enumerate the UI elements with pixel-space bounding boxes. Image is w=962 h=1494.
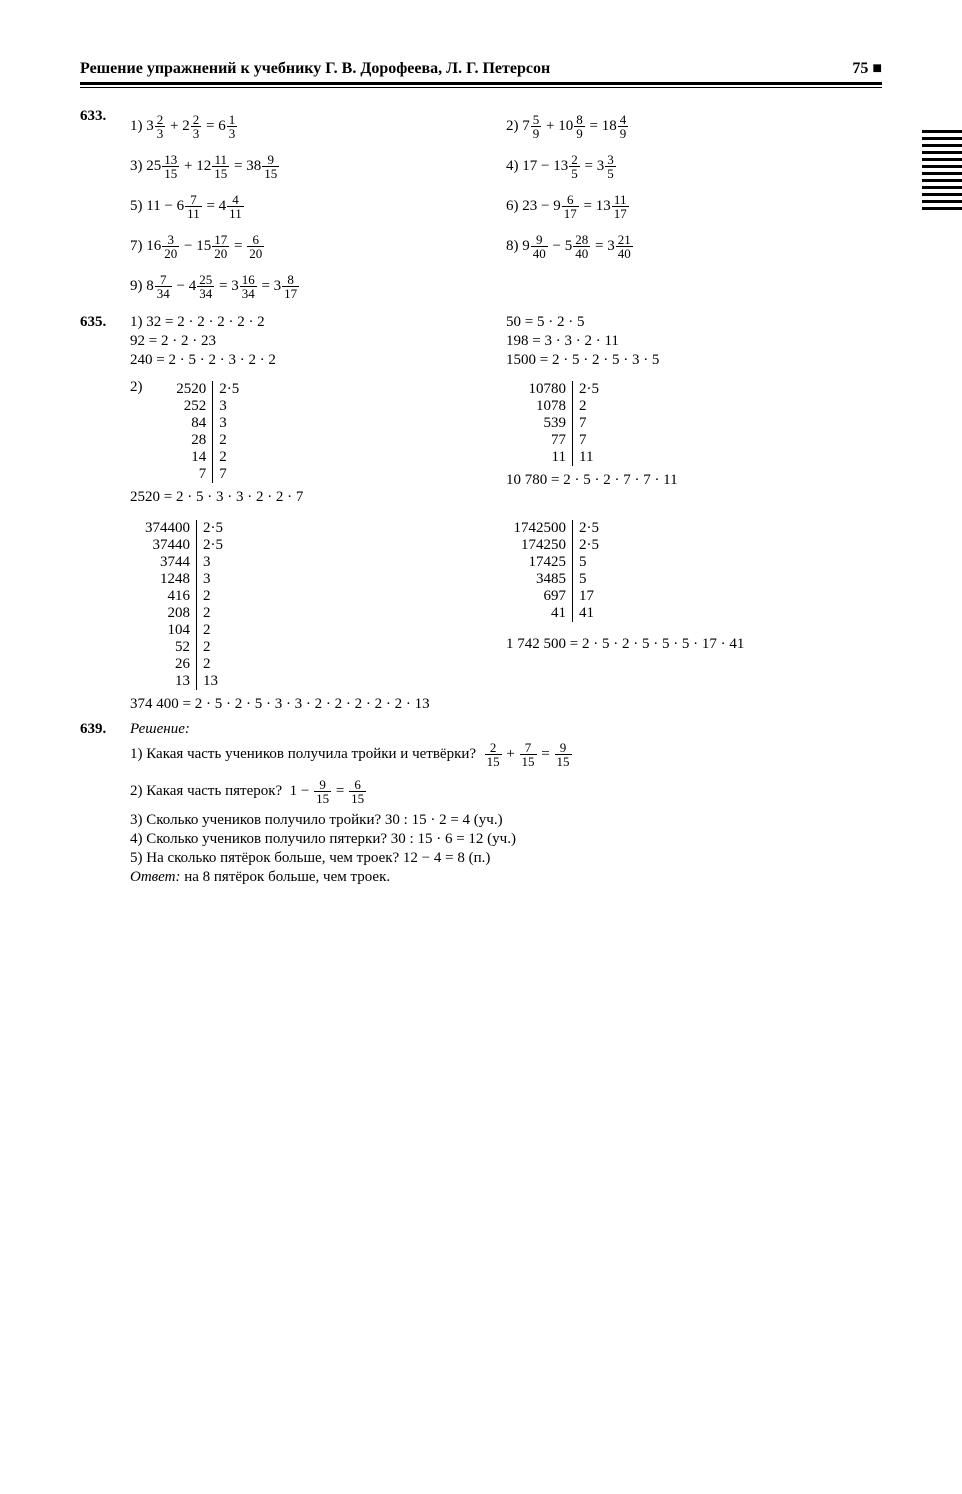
item-633-9: 9) 8734 − 42534 = 31634 = 3817 (130, 268, 506, 304)
fact-line: 1) 32 = 2 · 2 · 2 · 2 · 2 (130, 314, 506, 331)
factor-table-2520: 25202·5252384328214277 (146, 381, 239, 483)
exercise-number: 639. (80, 721, 130, 888)
item-633-6: 6) 23 − 9617 = 131117 (506, 188, 882, 224)
step-3: 3) Сколько учеников получило тройки? 30 … (130, 812, 882, 829)
subpart-label: 2) (130, 379, 143, 395)
factor-result: 10 780 = 2 · 5 · 2 · 7 · 7 · 11 (506, 472, 882, 489)
factor-table-374400: 3744002·5374402·537443124834162208210425… (130, 520, 223, 690)
answer-line: Ответ: на 8 пятёрок больше, чем троек. (130, 869, 882, 886)
item-633-1: 1) 323 + 223 = 613 (130, 108, 506, 144)
factor-result: 1 742 500 = 2 · 5 · 2 · 5 · 5 · 5 · 17 ·… (506, 636, 882, 653)
factor-result: 374 400 = 2 · 5 · 2 · 5 · 3 · 3 · 2 · 2 … (130, 696, 882, 713)
fact-line: 1500 = 2 · 5 · 2 · 5 · 3 · 5 (506, 352, 882, 369)
item-633-7: 7) 16320 − 151720 = 620 (130, 228, 506, 264)
exercise-639: 639. Решение: 1) Какая часть учеников по… (80, 721, 882, 888)
step-1: 1) Какая часть учеников получила тройки … (130, 738, 882, 771)
item-633-8: 8) 9940 − 52840 = 32140 (506, 228, 882, 264)
fact-line: 198 = 3 · 3 · 2 · 11 (506, 333, 882, 350)
exercise-633: 633. 1) 323 + 223 = 613 3) 251315 + (80, 108, 882, 308)
item-633-4: 4) 17 − 1325 = 335 (506, 148, 882, 184)
item-633-5: 5) 11 − 6711 = 4411 (130, 188, 506, 224)
factor-table-1742500: 17425002·51742502·517425534855697174141 (506, 520, 599, 622)
step-4: 4) Сколько учеников получило пятерки? 30… (130, 831, 882, 848)
fact-line: 50 = 5 · 2 · 5 (506, 314, 882, 331)
step-2: 2) Какая часть пятерок? 1 − 915 = 615 (130, 775, 882, 808)
item-633-3: 3) 251315 + 121115 = 38915 (130, 148, 506, 184)
factor-result: 2520 = 2 · 5 · 3 · 3 · 2 · 2 · 7 (130, 489, 506, 506)
fact-line: 92 = 2 · 2 · 23 (130, 333, 506, 350)
factor-table-10780: 107802·51078253977771111 (506, 381, 599, 466)
item-633-2: 2) 759 + 1089 = 1849 (506, 108, 882, 144)
page-header-title: Решение упражнений к учебнику Г. В. Доро… (80, 60, 550, 78)
fact-line: 240 = 2 · 5 · 2 · 3 · 2 · 2 (130, 352, 506, 369)
page-number: 75 (852, 60, 882, 78)
step-5: 5) На сколько пятёрок больше, чем троек?… (130, 850, 882, 867)
solution-heading: Решение: (130, 721, 882, 738)
exercise-635: 635. 1) 32 = 2 · 2 · 2 · 2 · 2 92 = 2 · … (80, 314, 882, 715)
exercise-number: 633. (80, 108, 130, 308)
thumb-index-mark (922, 130, 962, 210)
exercise-number: 635. (80, 314, 130, 715)
